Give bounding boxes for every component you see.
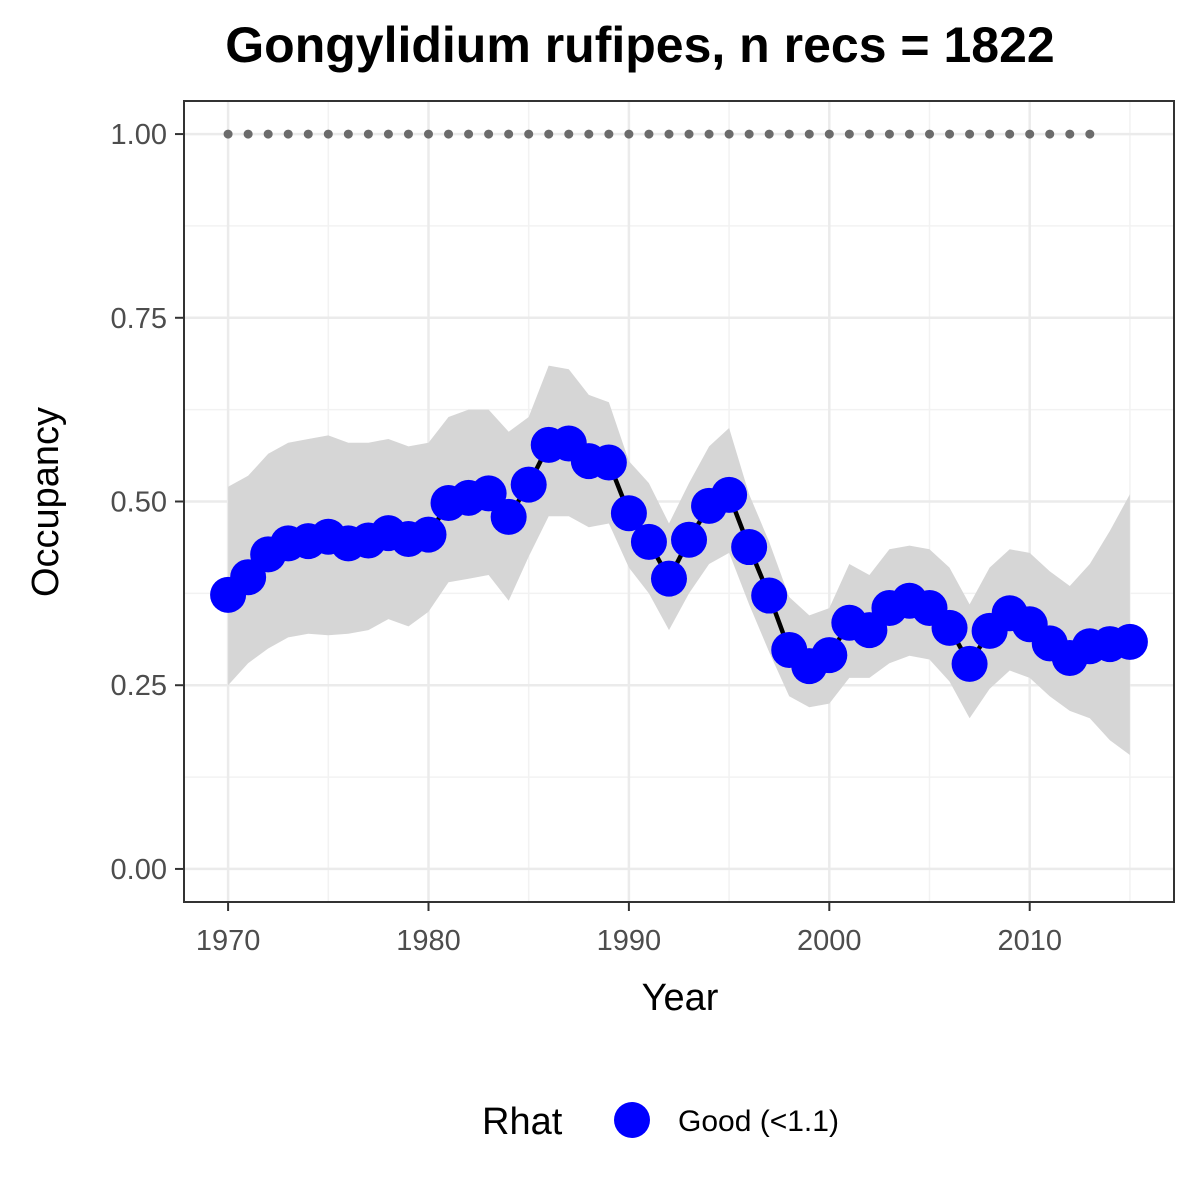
data-point <box>590 444 627 481</box>
data-point <box>671 521 708 558</box>
reference-dot <box>724 129 734 139</box>
reference-dot <box>343 129 353 139</box>
data-point <box>630 523 667 560</box>
y-tick-label: 1.00 <box>111 119 167 151</box>
reference-dot <box>744 129 754 139</box>
reference-dot <box>804 129 814 139</box>
x-axis-title: Year <box>642 977 719 1019</box>
reference-dot <box>263 129 273 139</box>
reference-dot <box>1025 129 1035 139</box>
reference-dot <box>363 129 373 139</box>
x-tick-label: 2000 <box>797 925 862 957</box>
reference-dot <box>1045 129 1055 139</box>
reference-dot <box>704 129 714 139</box>
reference-dot <box>303 129 313 139</box>
y-tick-label: 0.00 <box>111 854 167 886</box>
reference-dot <box>423 129 433 139</box>
legend-title: Rhat <box>482 1101 563 1143</box>
reference-dot <box>684 129 694 139</box>
data-point <box>490 498 527 535</box>
legend: Rhat Good (<1.1) <box>482 1101 839 1143</box>
reference-dot <box>985 129 995 139</box>
reference-dot <box>444 129 454 139</box>
x-tick-label: 2010 <box>997 925 1062 957</box>
reference-dot <box>223 129 233 139</box>
y-tick-label: 0.50 <box>111 487 167 519</box>
data-point <box>410 516 447 553</box>
reference-dot <box>464 129 474 139</box>
y-tick-label: 0.75 <box>111 303 167 335</box>
legend-entry-label: Good (<1.1) <box>678 1105 839 1138</box>
data-point <box>470 475 507 512</box>
y-axis-ticks: 0.00 0.25 0.50 0.75 1.00 <box>111 119 184 886</box>
reference-dot <box>564 129 574 139</box>
reference-dot <box>965 129 975 139</box>
reference-dot <box>1085 129 1095 139</box>
reference-dot <box>824 129 834 139</box>
x-axis-ticks: 1970 1980 1990 2000 2010 <box>196 902 1062 957</box>
reference-dot <box>504 129 514 139</box>
reference-dot <box>864 129 874 139</box>
reference-dot <box>323 129 333 139</box>
data-point <box>811 637 848 674</box>
x-tick-label: 1970 <box>196 925 261 957</box>
reference-dot <box>624 129 634 139</box>
reference-dot <box>524 129 534 139</box>
reference-dot <box>1065 129 1075 139</box>
reference-dot <box>904 129 914 139</box>
reference-dots-layer <box>223 129 1095 139</box>
reference-dot <box>544 129 554 139</box>
reference-dot <box>1005 129 1015 139</box>
y-tick-label: 0.25 <box>111 670 167 702</box>
reference-dot <box>784 129 794 139</box>
reference-dot <box>925 129 935 139</box>
data-point <box>751 577 788 614</box>
chart-title: Gongylidium rufipes, n recs = 1822 <box>225 17 1054 73</box>
data-point <box>1111 623 1148 660</box>
reference-dot <box>403 129 413 139</box>
x-tick-label: 1990 <box>597 925 662 957</box>
reference-dot <box>243 129 253 139</box>
data-point <box>711 476 748 513</box>
x-tick-label: 1980 <box>396 925 461 957</box>
reference-dot <box>584 129 594 139</box>
data-point <box>510 466 547 503</box>
data-point <box>951 645 988 682</box>
reference-dot <box>945 129 955 139</box>
data-point <box>610 495 647 532</box>
data-point <box>931 609 968 646</box>
data-point <box>731 529 768 566</box>
reference-dot <box>484 129 494 139</box>
reference-dot <box>664 129 674 139</box>
y-axis-title: Occupancy <box>25 407 67 597</box>
data-points-layer <box>210 425 1148 685</box>
reference-dot <box>283 129 293 139</box>
reference-dot <box>844 129 854 139</box>
legend-key-point <box>614 1102 650 1138</box>
data-point <box>650 560 687 597</box>
reference-dot <box>644 129 654 139</box>
reference-dot <box>884 129 894 139</box>
reference-dot <box>604 129 614 139</box>
reference-dot <box>383 129 393 139</box>
reference-dot <box>764 129 774 139</box>
